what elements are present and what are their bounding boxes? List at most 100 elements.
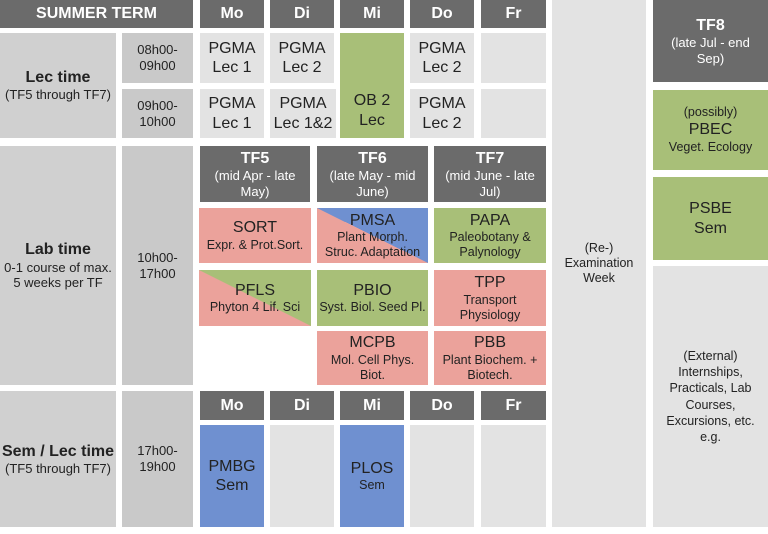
course-desc: Lec 1 <box>212 59 252 76</box>
time-slot-1: 08h00- 09h00 <box>122 33 193 83</box>
lab-time-slot: 10h00- 17h00 <box>122 146 193 385</box>
course-pbec[interactable]: (possibly) PBEC Veget. Ecology <box>653 90 768 170</box>
course-code: PBEC <box>688 121 733 139</box>
lab-time-label: Lab time 0-1 course of max. 5 weeks per T… <box>0 146 116 385</box>
day-fr: Fr <box>481 0 546 28</box>
day-di: Di <box>270 391 334 420</box>
course-pfls[interactable]: PFLS Phyton 4 Lif. Sci <box>199 270 311 326</box>
sem-time-slot: 17h00- 19h00 <box>122 391 193 527</box>
day-mi: Mi <box>340 0 404 28</box>
course-code: PLOS <box>350 459 394 477</box>
day-mo: Mo <box>200 0 264 28</box>
lec-cell[interactable]: PGMA Lec 1&2 <box>270 89 336 138</box>
examination-week: (Re-) Examination Week <box>552 0 646 527</box>
course-code: PGMA <box>279 95 327 113</box>
day-di: Di <box>270 0 334 28</box>
course-code: PGMA <box>278 39 326 57</box>
lec-label: Lec time <box>25 69 91 87</box>
course-code: TPP <box>474 274 506 292</box>
lec-cell[interactable]: PGMA Lec 2 <box>410 89 474 138</box>
tf-dates: (mid Apr - late May) <box>214 168 296 199</box>
course-desc: Lec <box>359 111 385 129</box>
empty-cell <box>481 425 546 527</box>
course-desc: Lec 2 <box>422 114 462 132</box>
course-desc: Sem <box>694 219 727 237</box>
course-code: MCPB <box>349 334 396 352</box>
tf-title: TF5 <box>240 149 270 167</box>
empty-cell <box>481 89 546 138</box>
lec-sub: (TF5 through TF7) <box>5 87 111 103</box>
course-desc: Lec 1&2 <box>273 114 333 132</box>
course-code: PGMA <box>208 95 256 113</box>
course-desc: Sem <box>215 477 249 494</box>
course-desc: Lec 2 <box>282 59 322 76</box>
course-desc: Plant Morph. Struc. Adaptation <box>324 230 421 260</box>
course-desc: Plant Biochem. + Biotech. <box>442 352 538 382</box>
course-code: PFLS <box>234 281 275 299</box>
day-do: Do <box>410 391 474 420</box>
day-mi: Mi <box>340 391 404 420</box>
course-desc: Paleobotany & Palynology <box>449 230 531 260</box>
empty-cell <box>270 425 334 527</box>
course-code: PSBE <box>689 200 732 218</box>
course-sort[interactable]: SORT Expr. & Prot.Sort. <box>199 208 311 263</box>
course-desc: Syst. Biol. Seed Pl. <box>319 300 426 315</box>
course-code: PMBG <box>208 457 256 475</box>
course-desc: Lec 2 <box>422 59 462 76</box>
empty-cell <box>481 33 546 83</box>
tf5-header: TF5 (mid Apr - late May) <box>200 146 310 202</box>
course-desc: Sem <box>359 478 385 493</box>
lab-label: Lab time <box>25 241 91 259</box>
lab-sub: 0-1 course of max. 5 weeks per TF <box>4 259 112 291</box>
tf-title: TF7 <box>475 149 505 167</box>
course-tpp[interactable]: TPP Transport Physiology <box>434 270 546 326</box>
summer-term-header: SUMMER TERM <box>0 0 193 28</box>
lec-cell[interactable]: PGMA Lec 2 <box>270 33 334 83</box>
empty-cell <box>410 425 474 527</box>
course-psbe[interactable]: PSBE Sem <box>653 177 768 260</box>
course-code: PGMA <box>418 95 466 113</box>
course-code: PBIO <box>353 281 392 299</box>
course-code: PMSA <box>349 211 396 229</box>
time-slot-2: 09h00- 10h00 <box>122 89 193 138</box>
external-activities: (External) Internships, Practicals, Lab … <box>653 266 768 527</box>
sem-sub: (TF5 through TF7) <box>5 460 111 476</box>
course-desc: Phyton 4 Lif. Sci <box>209 300 301 315</box>
course-note: (possibly) <box>683 105 738 120</box>
course-code: OB 2 <box>353 92 391 110</box>
course-pmbg[interactable]: PMBG Sem <box>200 425 264 527</box>
lec-cell[interactable]: PGMA Lec 2 <box>410 33 474 83</box>
course-pbb[interactable]: PBB Plant Biochem. + Biotech. <box>434 331 546 385</box>
day-do: Do <box>410 0 474 28</box>
course-desc: Expr. & Prot.Sort. <box>206 237 304 252</box>
day-fr: Fr <box>481 391 546 420</box>
lec-time-label: Lec time (TF5 through TF7) <box>0 33 116 138</box>
course-desc: Transport Physiology <box>459 292 521 322</box>
course-code: PGMA <box>418 39 466 57</box>
course-mcpb[interactable]: MCPB Mol. Cell Phys. Biot. <box>317 331 428 385</box>
tf6-header: TF6 (late May - mid June) <box>317 146 428 202</box>
course-pbio[interactable]: PBIO Syst. Biol. Seed Pl. <box>317 270 428 326</box>
course-desc: Lec 1 <box>212 114 252 132</box>
course-desc: Veget. Ecology <box>668 139 753 154</box>
ob2-lec-cell[interactable]: OB 2 Lec <box>340 33 404 138</box>
sem-label: Sem / Lec time <box>1 442 115 460</box>
sem-time-label: Sem / Lec time (TF5 through TF7) <box>0 391 116 527</box>
tf-dates: (late May - mid June) <box>329 168 416 199</box>
tf7-header: TF7 (mid June - late Jul) <box>434 146 546 202</box>
tf-dates: (mid June - late Jul) <box>445 168 535 199</box>
course-code: PBB <box>473 334 506 352</box>
lec-cell[interactable]: PGMA Lec 1 <box>200 33 264 83</box>
tf-title: TF8 <box>696 16 725 34</box>
course-pmsa[interactable]: PMSA Plant Morph. Struc. Adaptation <box>317 208 428 263</box>
tf8-header: TF8 (late Jul - end Sep) <box>653 0 768 82</box>
lec-cell[interactable]: PGMA Lec 1 <box>200 89 264 138</box>
course-code: SORT <box>232 219 278 237</box>
course-plos[interactable]: PLOS Sem <box>340 425 404 527</box>
course-papa[interactable]: PAPA Paleobotany & Palynology <box>434 208 546 263</box>
course-desc: Mol. Cell Phys. Biot. <box>330 352 415 382</box>
tf-title: TF6 <box>358 149 387 167</box>
course-code: PAPA <box>469 211 511 229</box>
day-mo: Mo <box>200 391 264 420</box>
tf-dates: (late Jul - end Sep) <box>671 35 750 66</box>
